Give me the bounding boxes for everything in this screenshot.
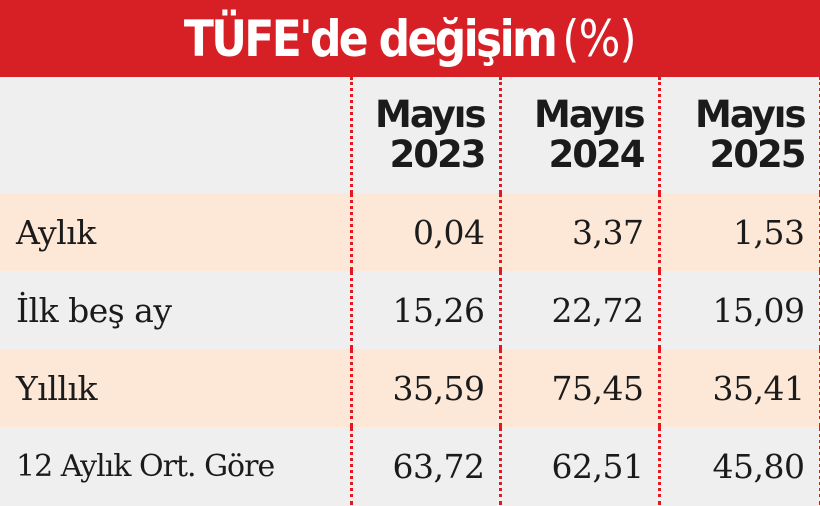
column-header-month: Mayıs	[534, 93, 645, 136]
cell-value: 15,09	[657, 271, 820, 349]
row-label: Yıllık	[16, 368, 98, 408]
title-bar: TÜFE'de değişim (%)	[0, 0, 820, 77]
table-row-first-five-months: İlk beş ay 15,26 22,72 15,09	[0, 271, 820, 349]
header-empty-cell	[0, 77, 351, 193]
table-row-12-month-average: 12 Aylık Ort. Göre 63,72 62,51 45,80	[0, 427, 820, 505]
column-header-may-2023: Mayıs 2023	[349, 77, 500, 193]
title-text: TÜFE'de değişim	[184, 9, 558, 68]
cell-value: 0,04	[349, 193, 500, 271]
column-header-may-2024: Mayıs 2024	[498, 77, 659, 193]
cell-value: 63,72	[349, 427, 500, 505]
cell-value: 35,41	[657, 349, 820, 427]
table-row-monthly: Aylık 0,04 3,37 1,53	[0, 193, 820, 271]
cell-value: 35,59	[349, 349, 500, 427]
page-title: TÜFE'de değişim (%)	[184, 9, 637, 68]
column-header-month: Mayıs	[375, 93, 486, 136]
column-header-year: 2024	[548, 133, 646, 176]
cell-value: 1,53	[657, 193, 820, 271]
column-header-month: Mayıs	[695, 93, 806, 136]
cell-value: 15,26	[349, 271, 500, 349]
column-header-year: 2025	[709, 133, 807, 176]
cell-value: 62,51	[498, 427, 659, 505]
cpi-table: Mayıs 2023 Mayıs 2024 Mayıs 2025 Aylık 0…	[0, 77, 820, 505]
header-row: Mayıs 2023 Mayıs 2024 Mayıs 2025	[0, 77, 820, 193]
row-label: Aylık	[16, 212, 96, 252]
cell-value: 45,80	[657, 427, 820, 505]
cell-value: 3,37	[498, 193, 659, 271]
title-unit: (%)	[562, 9, 636, 68]
cell-value: 75,45	[498, 349, 659, 427]
row-label: İlk beş ay	[16, 290, 172, 330]
row-label: 12 Aylık Ort. Göre	[16, 448, 275, 484]
cell-value: 22,72	[498, 271, 659, 349]
table-row-annual: Yıllık 35,59 75,45 35,41	[0, 349, 820, 427]
column-header-may-2025: Mayıs 2025	[657, 77, 820, 193]
column-header-year: 2023	[389, 133, 487, 176]
